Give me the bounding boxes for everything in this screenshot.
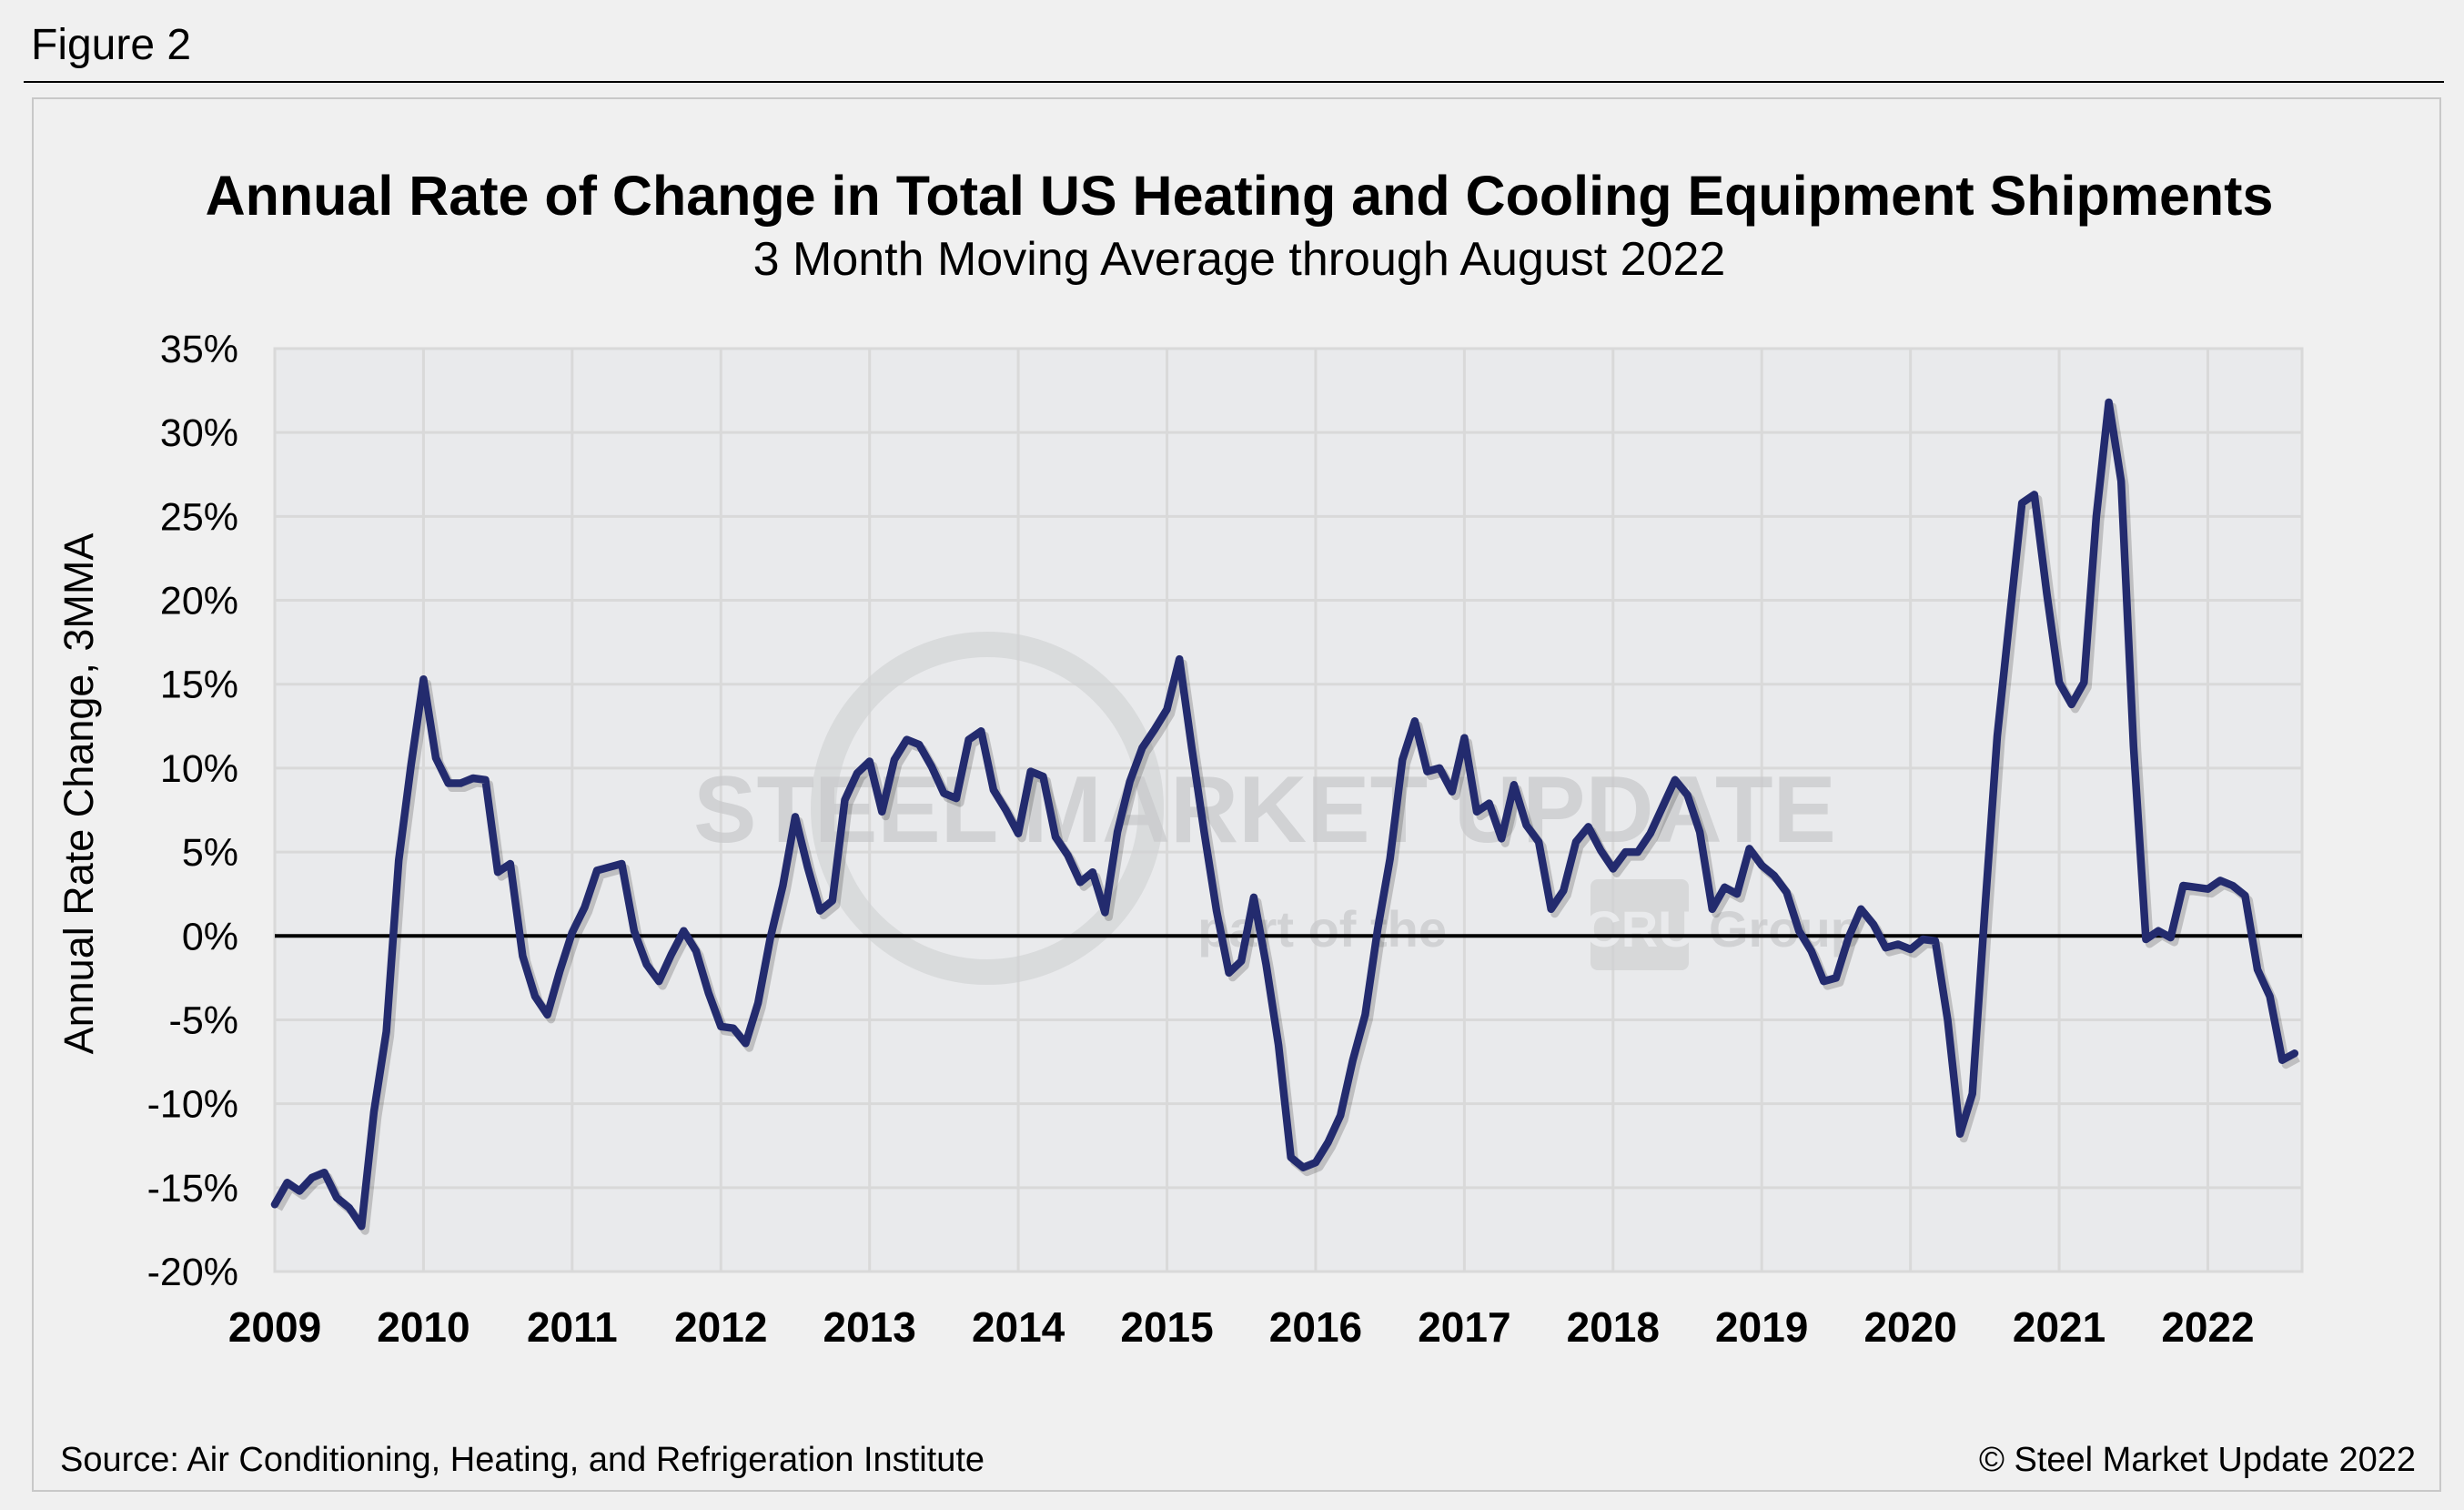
chart-title: Annual Rate of Change in Total US Heatin…	[206, 165, 2274, 227]
y-tick-label: 30%	[160, 411, 238, 455]
series-line	[270, 398, 2299, 1231]
x-tick-label: 2011	[527, 1303, 618, 1351]
y-tick-label: 5%	[182, 831, 238, 875]
x-tick-labels: 2009 2010 2011 2012 2013 2014 2015 2016 2017 2018…	[228, 1303, 2255, 1351]
y-tick-label: 0%	[182, 915, 238, 958]
watermark-swoosh	[811, 632, 1164, 985]
watermark-cru: CRU	[1584, 900, 1694, 958]
y-tick-label: 15%	[160, 664, 238, 707]
y-tick-label: -5%	[169, 998, 238, 1042]
x-tick-label: 2010	[377, 1303, 470, 1351]
source-note: Source: Air Conditioning, Heating, and R…	[60, 1441, 985, 1479]
x-tick-label: 2016	[1269, 1303, 1362, 1351]
x-tick-label: 2022	[2161, 1303, 2254, 1351]
y-tick-label: 35%	[160, 328, 238, 371]
x-tick-label: 2013	[823, 1303, 916, 1351]
x-tick-label: 2021	[2013, 1303, 2106, 1351]
y-tick-label: 10%	[160, 747, 238, 791]
watermark-sub-c: Group	[1709, 900, 1862, 958]
y-tick-label: -10%	[147, 1083, 238, 1127]
x-tick-label: 2020	[1863, 1303, 1956, 1351]
x-tick-label: 2009	[228, 1303, 321, 1351]
figure-label: Figure 2	[31, 21, 192, 69]
x-tick-label: 2015	[1120, 1303, 1213, 1351]
watermark-sub-a: part of the	[1197, 900, 1447, 958]
watermark-cru-box	[1590, 879, 1689, 970]
x-tick-label: 2018	[1567, 1303, 1660, 1351]
data-points	[274, 401, 2295, 1227]
copyright-note: © Steel Market Update 2022	[1979, 1441, 2416, 1479]
y-tick-label: -20%	[147, 1251, 238, 1294]
y-axis-title: Annual Rate Change, 3MMA	[56, 533, 102, 1055]
gridlines	[273, 347, 2302, 1273]
y-tick-label: -15%	[147, 1167, 238, 1211]
y-tick-label: 20%	[160, 580, 238, 623]
y-tick-label: 25%	[160, 495, 238, 539]
x-tick-label: 2012	[674, 1303, 767, 1351]
x-tick-label: 2017	[1418, 1303, 1510, 1351]
x-tick-label: 2014	[972, 1303, 1065, 1351]
x-tick-label: 2019	[1715, 1303, 1808, 1351]
figure-divider	[24, 81, 2444, 83]
y-tick-labels: 35% 30% 25% 20% 15% 10% 5% 0% -5% -10% -15% -20%	[147, 328, 238, 1294]
chart-subtitle: 3 Month Moving Average through August 20…	[753, 233, 1726, 286]
